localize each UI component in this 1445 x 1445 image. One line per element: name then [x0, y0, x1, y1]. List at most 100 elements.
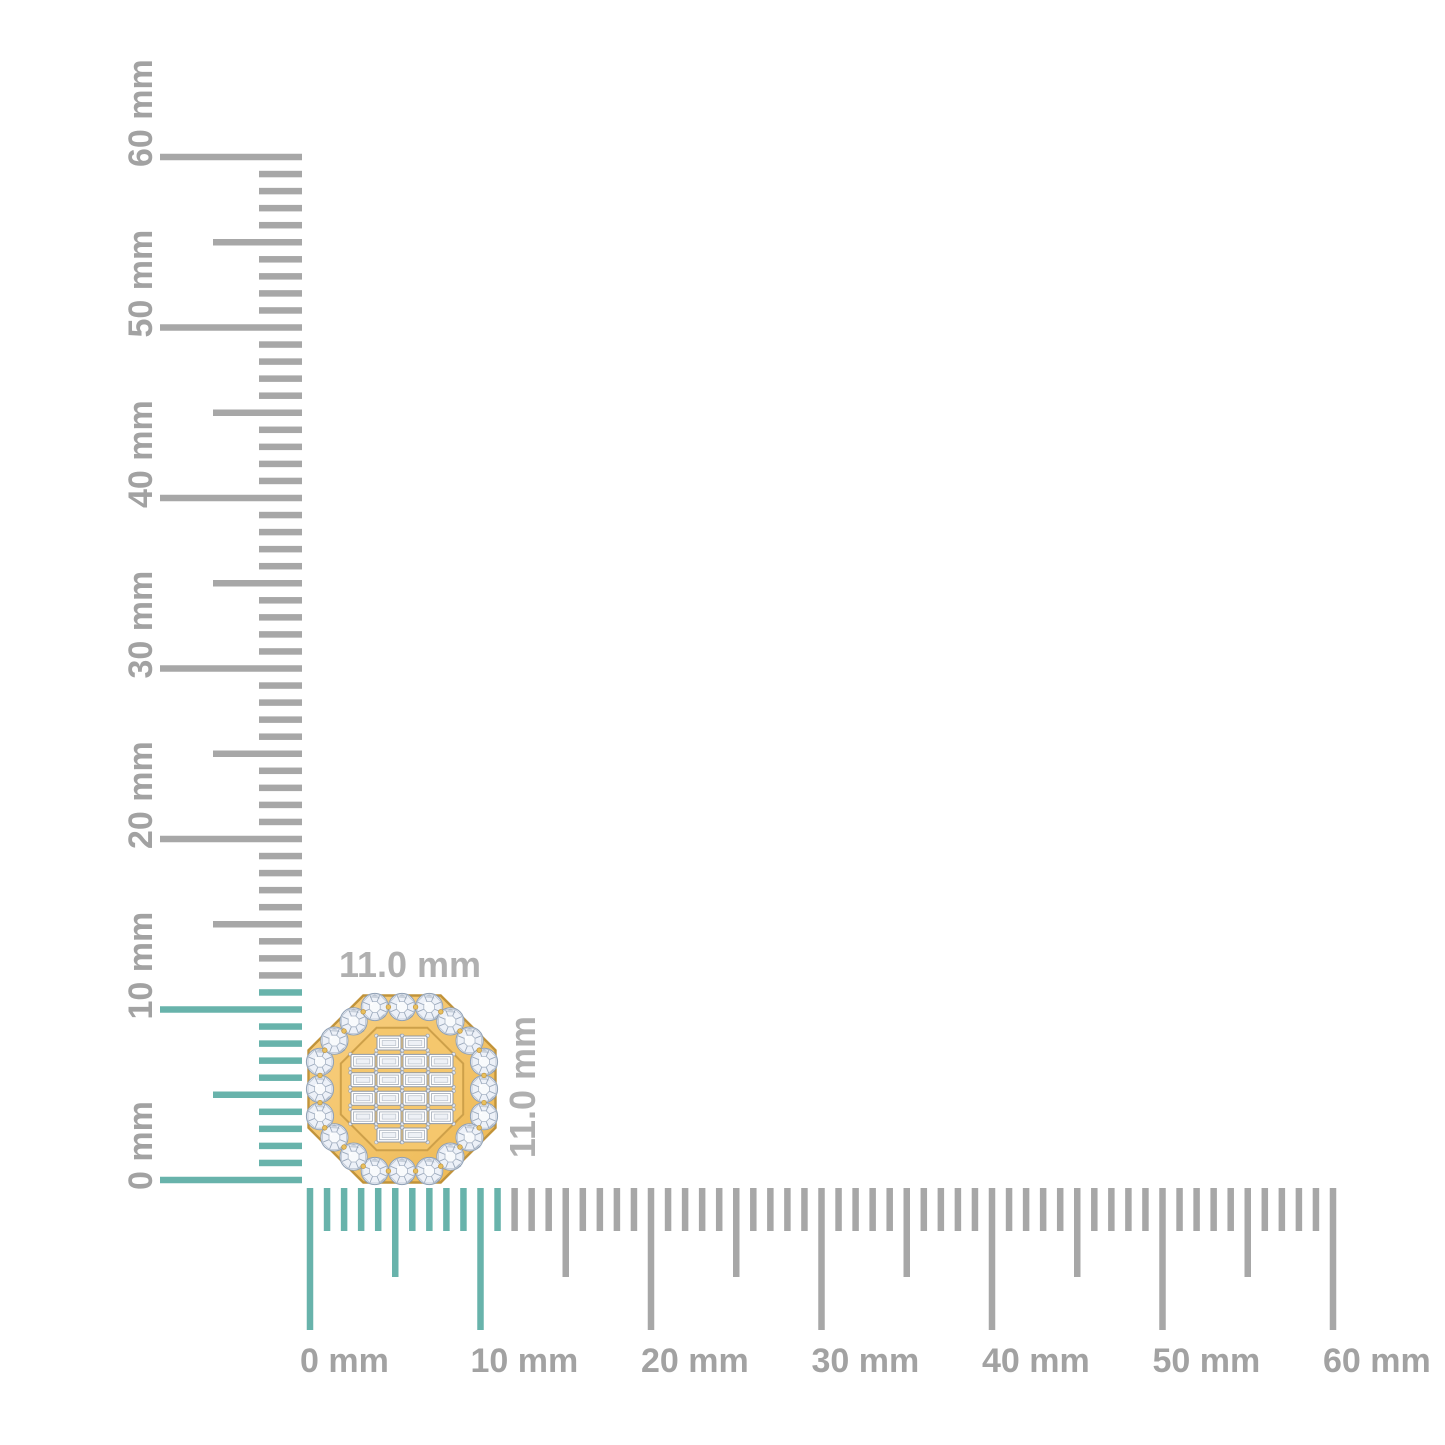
baguette-diamond	[400, 1052, 430, 1071]
prong-bead	[317, 1099, 323, 1106]
h-ruler-tick	[340, 1188, 348, 1231]
height-dimension-label: 11.0 mm	[502, 1016, 543, 1158]
v-ruler-tick	[259, 972, 302, 979]
prong-bead	[360, 1009, 366, 1015]
h-ruler-label: 60 mm	[1323, 1342, 1431, 1380]
h-ruler-tick	[1056, 1188, 1064, 1231]
prong-bead	[412, 1004, 419, 1010]
v-ruler-tick	[213, 239, 302, 246]
h-ruler-tick	[1142, 1188, 1149, 1231]
baguette-diamond	[426, 1070, 456, 1090]
baguette-diamond	[400, 1107, 430, 1126]
v-ruler-tick	[259, 801, 302, 809]
v-ruler-tick	[259, 1125, 302, 1133]
horizontal-ruler: 0 mm 10 mm 20 mm 30 mm 40 mm 50 mm 60 mm	[300, 1188, 1431, 1380]
h-ruler-label: 30 mm	[812, 1342, 920, 1380]
v-ruler-tick	[259, 1023, 302, 1030]
h-ruler-major-tick	[477, 1188, 484, 1330]
v-ruler-tick	[259, 460, 302, 468]
v-ruler-tick	[259, 511, 302, 519]
round-diamond	[360, 992, 389, 1022]
v-ruler-label: 30 mm	[122, 571, 160, 679]
baguette-diamond	[348, 1052, 378, 1071]
h-ruler-tick	[937, 1188, 945, 1231]
v-ruler-tick	[259, 784, 302, 792]
round-diamond	[415, 1156, 444, 1186]
h-ruler-tick	[409, 1188, 416, 1231]
h-ruler-tick	[715, 1188, 723, 1231]
v-ruler-tick	[259, 426, 302, 434]
prong-bead	[438, 1163, 444, 1169]
h-ruler-tick	[426, 1188, 433, 1231]
h-ruler-tick	[698, 1188, 706, 1231]
h-ruler-label: 50 mm	[1153, 1342, 1261, 1380]
h-ruler-tick	[1039, 1188, 1047, 1231]
v-ruler-tick	[259, 699, 302, 706]
v-ruler-tick	[259, 545, 302, 553]
baguette-diamond	[348, 1088, 378, 1108]
baguette-diamond	[400, 1070, 430, 1090]
v-ruler-tick	[259, 1074, 302, 1081]
v-ruler-label: 40 mm	[122, 400, 160, 508]
v-ruler-tick	[259, 1108, 302, 1116]
round-diamond	[387, 992, 417, 1022]
h-ruler-tick	[1244, 1188, 1251, 1277]
h-ruler-tick	[545, 1188, 552, 1231]
v-ruler-tick	[259, 358, 302, 365]
v-ruler-major-tick	[160, 1176, 302, 1184]
vertical-ruler: 0 mm 10 mm 20 mm 30 mm 40 mm 50 mm 60 mm	[122, 59, 302, 1190]
h-ruler-tick	[1074, 1188, 1081, 1277]
h-ruler-tick	[784, 1188, 791, 1231]
v-ruler-tick	[259, 682, 302, 689]
round-diamond	[469, 1074, 499, 1104]
v-ruler-tick	[259, 989, 302, 996]
baguette-diamond	[426, 1052, 456, 1071]
h-ruler-tick	[562, 1188, 569, 1277]
h-ruler-tick	[1261, 1188, 1269, 1231]
v-ruler-tick	[259, 818, 302, 826]
baguette-diamond	[374, 1125, 404, 1145]
v-ruler-tick	[213, 750, 302, 757]
h-ruler-tick	[1295, 1188, 1303, 1231]
prong-bead	[317, 1072, 323, 1079]
h-ruler-tick	[903, 1188, 910, 1277]
v-ruler-tick	[213, 580, 302, 587]
v-ruler-tick	[259, 597, 302, 604]
h-ruler-tick	[1125, 1188, 1132, 1231]
h-ruler-tick	[1091, 1188, 1098, 1231]
h-ruler-tick	[1108, 1188, 1115, 1231]
h-ruler-tick	[596, 1188, 604, 1231]
baguette-diamond	[426, 1088, 456, 1108]
h-ruler-label: 20 mm	[641, 1342, 749, 1380]
baguette-diamond	[374, 1033, 404, 1053]
v-ruler-tick	[259, 1159, 302, 1167]
h-ruler-tick	[954, 1188, 962, 1231]
width-dimension-label: 11.0 mm	[339, 944, 481, 985]
v-ruler-tick	[259, 614, 302, 621]
v-ruler-tick	[259, 204, 302, 212]
h-ruler-major-tick	[1329, 1188, 1337, 1330]
baguette-diamond	[426, 1107, 456, 1126]
h-ruler-tick	[767, 1188, 774, 1231]
v-ruler-major-tick	[160, 665, 302, 672]
baguette-diamond	[374, 1052, 404, 1071]
prong-bead	[385, 1004, 392, 1010]
v-ruler-tick	[259, 562, 302, 570]
h-ruler-tick	[323, 1188, 331, 1231]
v-ruler-tick	[259, 341, 302, 348]
prong-bead	[457, 1144, 463, 1150]
h-ruler-tick	[1193, 1188, 1200, 1231]
v-ruler-tick	[259, 733, 302, 740]
prong-bead	[322, 1125, 328, 1131]
h-ruler-tick	[460, 1188, 467, 1231]
h-ruler-tick	[357, 1188, 365, 1231]
v-ruler-tick	[259, 290, 302, 297]
v-ruler-tick	[259, 886, 302, 894]
prong-bead	[360, 1163, 366, 1169]
earring-product-render	[305, 992, 499, 1186]
baguette-diamond	[400, 1088, 430, 1108]
round-diamond	[305, 1102, 335, 1131]
h-ruler-label: 10 mm	[471, 1342, 579, 1380]
